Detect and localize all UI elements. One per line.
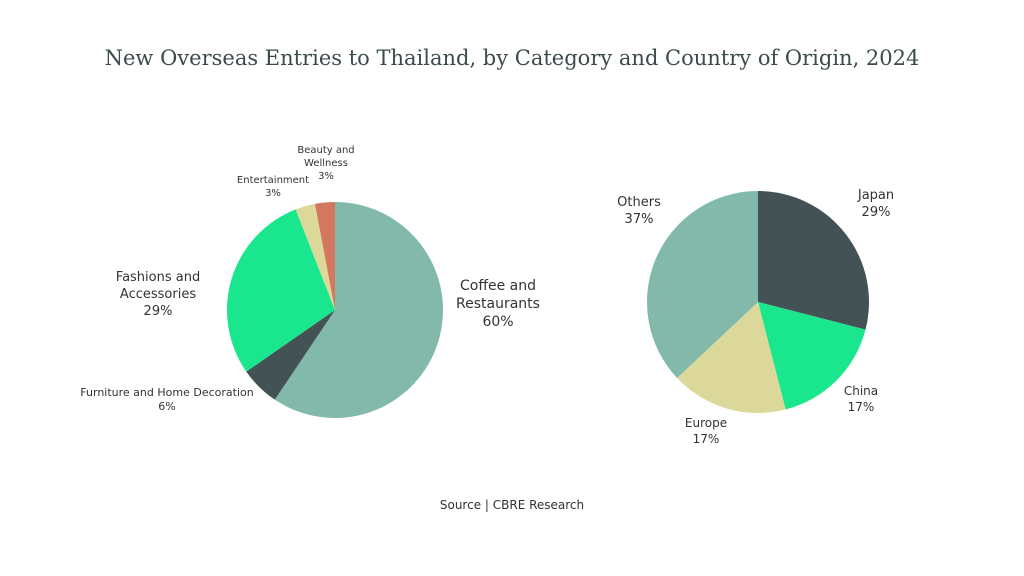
category-label: Entertainment (236, 175, 310, 186)
value-label: 17% (847, 399, 875, 414)
pie-slice (314, 202, 335, 310)
value-label: 3% (265, 188, 281, 199)
chart-title: New Overseas Entries to Thailand, by Cat… (104, 46, 920, 70)
pie-slice (647, 191, 758, 378)
pie-slice (227, 209, 335, 372)
category-label: China (843, 384, 879, 398)
value-label: 6% (158, 400, 176, 414)
category-label: Furniture and Home Decoration (80, 386, 254, 399)
slice-label: China 17% (826, 384, 896, 415)
slice-label: Beauty and Wellness 3% (291, 144, 361, 183)
slice-label: Others 37% (604, 195, 674, 229)
category-label: Beauty and Wellness (297, 145, 355, 169)
value-label: 3% (318, 171, 334, 182)
category-label: Europe (684, 416, 728, 430)
pie-slice (758, 191, 869, 330)
category-label: Japan (857, 188, 895, 203)
category-label: Others (617, 195, 661, 210)
value-label: 29% (143, 303, 173, 319)
value-label: 29% (861, 204, 891, 220)
slice-label: Furniture and Home Decoration 6% (67, 386, 267, 415)
value-label: 17% (692, 431, 720, 446)
value-label: 37% (624, 211, 654, 227)
slice-label: Japan 29% (841, 188, 911, 222)
category-label: Fashions and Accessories (115, 270, 201, 302)
slice-label: Europe 17% (671, 416, 741, 447)
pie-slice (246, 310, 335, 400)
source-note: Source | CBRE Research (439, 498, 585, 512)
slice-label: Entertainment 3% (228, 174, 318, 200)
value-label: 60% (482, 314, 514, 331)
slice-label: Fashions and Accessories 29% (108, 270, 208, 321)
pie-slice (758, 302, 866, 410)
pie-slice (295, 203, 335, 310)
pie-slice (677, 302, 786, 413)
slice-label: Coffee and Restaurants 60% (443, 277, 553, 332)
category-label: Coffee and Restaurants (456, 278, 540, 313)
pie-slice (274, 202, 443, 418)
